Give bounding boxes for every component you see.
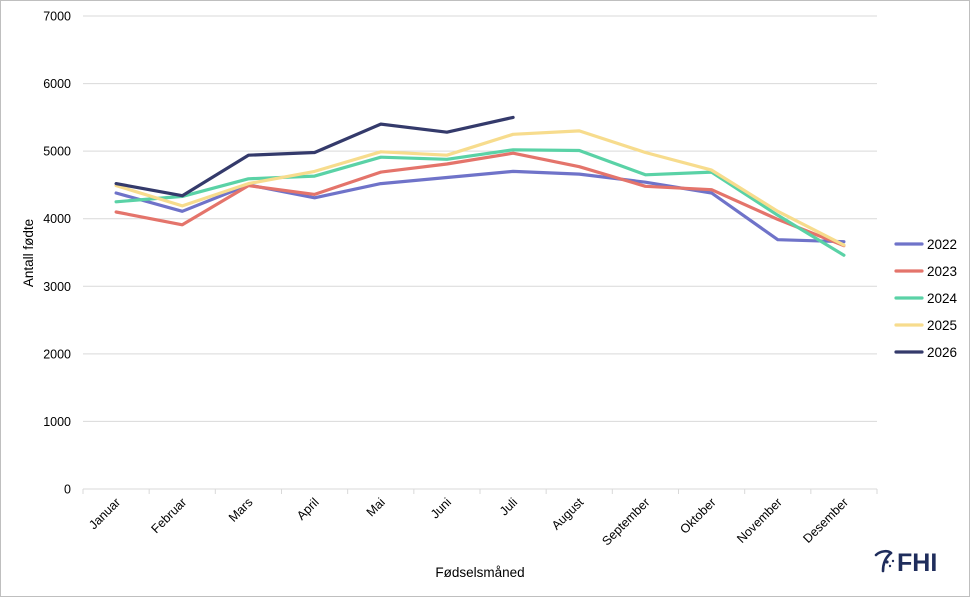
fhi-logo-text: FHI xyxy=(897,549,937,577)
y-tick-label: 6000 xyxy=(43,77,71,91)
x-tick-label: Juni xyxy=(428,495,454,521)
series-line-2026 xyxy=(114,115,515,198)
x-tick-label: Oktober xyxy=(677,495,718,536)
y-axis-title: Antall fødte xyxy=(21,219,36,287)
y-tick-labels: 0 1000 2000 3000 4000 5000 6000 7000 xyxy=(43,10,71,497)
x-axis: Januar Februar Mars April Mai Juni Juli August S… xyxy=(82,488,878,548)
series-line-2023 xyxy=(114,151,846,248)
series-lines xyxy=(114,115,846,257)
x-tick-label: Mars xyxy=(226,495,256,525)
series-line-2024 xyxy=(114,148,846,257)
legend-label-2024: 2024 xyxy=(927,291,958,306)
x-tick-label: September xyxy=(599,495,652,548)
x-tick-label: Januar xyxy=(86,495,123,532)
series-line-2025 xyxy=(114,129,846,247)
x-tick-label: November xyxy=(734,495,785,546)
legend-label-2023: 2023 xyxy=(927,264,957,279)
y-tick-label: 2000 xyxy=(43,347,71,361)
x-axis-title: Fødselsmåned xyxy=(435,565,524,580)
y-tick-label: 4000 xyxy=(43,212,71,226)
y-tick-label: 7000 xyxy=(43,10,71,24)
y-tick-label: 0 xyxy=(64,483,71,497)
legend-label-2025: 2025 xyxy=(927,318,957,333)
y-tick-label: 3000 xyxy=(43,280,71,294)
legend-label-2026: 2026 xyxy=(927,345,957,360)
series-line-2022 xyxy=(114,169,846,244)
y-tick-label: 1000 xyxy=(43,415,71,429)
x-tick-label: Februar xyxy=(149,495,190,536)
legend-label-2022: 2022 xyxy=(927,237,957,252)
x-tick-label: Desember xyxy=(800,495,851,546)
legend: 2022 2023 2024 2025 2026 xyxy=(894,237,958,360)
gridlines xyxy=(83,15,877,422)
x-tick-label: Juli xyxy=(497,495,520,518)
x-tick-label: August xyxy=(549,495,587,533)
x-tick-label: Mai xyxy=(364,495,388,519)
fhi-logo: FHI xyxy=(874,549,937,577)
y-tick-label: 5000 xyxy=(43,145,71,159)
x-tick-label: April xyxy=(294,495,322,523)
fhi-logo-mark xyxy=(874,549,895,573)
